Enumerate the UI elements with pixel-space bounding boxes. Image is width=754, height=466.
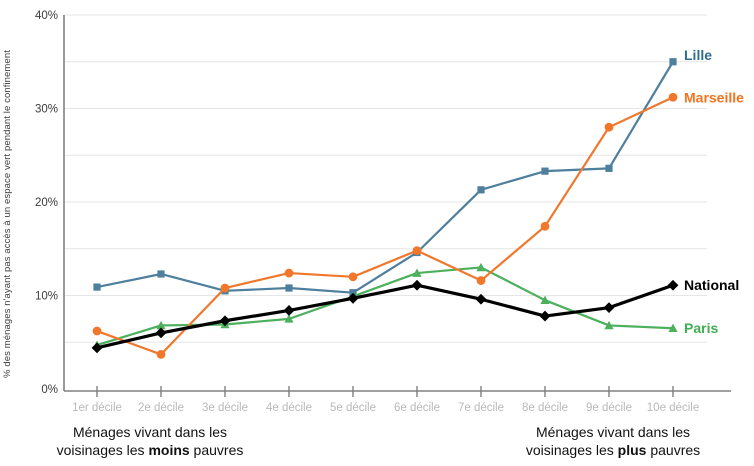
series-point-paris-10 xyxy=(668,323,678,333)
series-point-lille-4 xyxy=(285,284,293,292)
series-point-national-9 xyxy=(603,302,615,314)
series-point-marseille-10 xyxy=(668,92,678,102)
x-tick-label-7: 7e décile xyxy=(458,402,504,414)
series-point-paris-9 xyxy=(604,320,614,330)
annotation-right-line2-pre: voisinages les xyxy=(525,442,618,458)
series-point-paris-8 xyxy=(540,295,550,304)
x-tick-label-2: 2e décile xyxy=(138,402,184,414)
annotation-left-line1: Ménages vivant dans les xyxy=(72,424,228,440)
series-point-marseille-9 xyxy=(604,122,614,132)
series-point-national-4 xyxy=(283,305,295,316)
series-line-lille xyxy=(96,61,674,294)
series-point-national-5 xyxy=(347,292,359,304)
series-point-paris-7 xyxy=(476,262,486,272)
series-line-national xyxy=(96,283,674,350)
series-point-lille-9 xyxy=(605,164,613,172)
annotation-right-line2-post: pauvres xyxy=(646,442,701,458)
series-point-lille-2 xyxy=(157,270,165,278)
series-point-national-7 xyxy=(475,293,487,305)
series-label-lille: Lille xyxy=(684,47,712,63)
x-tick-label-3: 3e décile xyxy=(202,402,248,414)
annotation-right-bold-word: plus xyxy=(617,442,647,458)
x-tick-label-6: 6e décile xyxy=(394,402,440,414)
series-label-paris: Paris xyxy=(684,320,718,336)
annotation-right-line1: Ménages vivant dans les xyxy=(535,424,691,440)
series-point-national-6 xyxy=(411,279,423,291)
x-tick-label-1: 1er décile xyxy=(72,402,122,414)
series-point-marseille-1 xyxy=(92,326,102,336)
series-point-national-10 xyxy=(667,279,679,291)
x-tick-label-5: 5e décile xyxy=(330,402,376,414)
series-point-lille-7 xyxy=(477,186,485,194)
series-point-paris-2 xyxy=(156,320,166,330)
series-point-lille-1 xyxy=(93,283,101,291)
y-tick-label-20pct: 20% xyxy=(35,197,58,209)
series-point-marseille-4 xyxy=(284,268,294,278)
annotation-left-line2-post: pauvres xyxy=(189,442,244,458)
series-label-national: National xyxy=(684,277,739,293)
y-tick-label-0pct: 0% xyxy=(41,384,58,396)
annotation-left-line2-pre: voisinages les xyxy=(56,442,149,458)
series-point-national-2 xyxy=(155,327,167,339)
series-point-marseille-7 xyxy=(476,276,486,285)
x-tick-label-4: 4e décile xyxy=(266,402,312,414)
series-point-marseille-3 xyxy=(220,283,230,293)
annotation-left-bold-word: moins xyxy=(148,442,190,458)
series-point-national-3 xyxy=(219,315,231,327)
y-tick-label-10pct: 10% xyxy=(35,291,58,303)
series-label-marseille: Marseille xyxy=(684,89,744,105)
x-tick-label-8: 8e décile xyxy=(522,402,568,414)
series-point-national-1 xyxy=(91,342,103,354)
series-point-marseille-2 xyxy=(156,350,166,359)
series-point-marseille-5 xyxy=(348,272,358,282)
y-tick-label-40pct: 40% xyxy=(35,10,58,22)
series-point-paris-6 xyxy=(412,268,422,277)
series-point-lille-10 xyxy=(669,58,677,66)
series-point-national-8 xyxy=(539,310,551,322)
x-axis-annotation-left: Ménages vivant dans les voisinages les m… xyxy=(20,423,280,459)
series-point-paris-4 xyxy=(284,314,294,323)
x-tick-label-10: 10e décile xyxy=(647,402,699,414)
series-point-marseille-8 xyxy=(540,221,550,231)
series-point-lille-8 xyxy=(541,167,549,175)
y-tick-label-30pct: 30% xyxy=(35,104,58,116)
x-axis-annotation-right: Ménages vivant dans les voisinages les p… xyxy=(483,423,743,459)
series-point-marseille-6 xyxy=(412,246,422,256)
x-tick-label-9: 9e décile xyxy=(586,402,632,414)
series-line-marseille xyxy=(96,96,674,356)
